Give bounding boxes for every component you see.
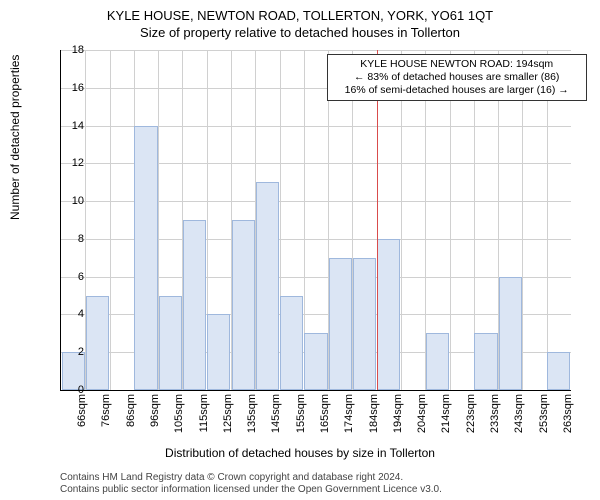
x-tick: 214sqm: [440, 394, 452, 444]
x-tick: 184sqm: [368, 394, 380, 444]
histogram-bar: [134, 126, 157, 390]
gridline-h: [61, 50, 571, 51]
y-tick: 8: [54, 233, 84, 245]
x-tick: 233sqm: [489, 394, 501, 444]
x-tick: 135sqm: [246, 394, 258, 444]
x-tick: 145sqm: [270, 394, 282, 444]
x-axis-label: Distribution of detached houses by size …: [0, 446, 600, 460]
y-tick: 10: [54, 195, 84, 207]
x-tick: 223sqm: [465, 394, 477, 444]
histogram-bar: [329, 258, 352, 390]
y-tick: 12: [54, 157, 84, 169]
x-tick: 115sqm: [198, 394, 210, 444]
y-tick: 18: [54, 44, 84, 56]
x-tick: 204sqm: [416, 394, 428, 444]
x-tick: 165sqm: [319, 394, 331, 444]
y-tick: 4: [54, 308, 84, 320]
x-tick: 174sqm: [343, 394, 355, 444]
histogram-bar: [426, 333, 449, 390]
histogram-bar: [183, 220, 206, 390]
x-tick: 76sqm: [100, 394, 112, 444]
annotation-line2: ← 83% of detached houses are smaller (86…: [334, 71, 580, 84]
footer-line2: Contains public sector information licen…: [60, 484, 442, 496]
footer-line1: Contains HM Land Registry data © Crown c…: [60, 472, 442, 484]
histogram-bar: [232, 220, 255, 390]
annotation-line1: KYLE HOUSE NEWTON ROAD: 194sqm: [334, 58, 580, 71]
histogram-bar: [207, 314, 230, 390]
y-tick: 2: [54, 346, 84, 358]
histogram-bar: [499, 277, 522, 390]
chart-title: KYLE HOUSE, NEWTON ROAD, TOLLERTON, YORK…: [0, 0, 600, 23]
y-tick: 16: [54, 82, 84, 94]
x-tick: 86sqm: [125, 394, 137, 444]
reference-annotation: KYLE HOUSE NEWTON ROAD: 194sqm ← 83% of …: [327, 54, 587, 101]
x-tick: 66sqm: [76, 394, 88, 444]
histogram-bar: [304, 333, 327, 390]
histogram-bar: [474, 333, 497, 390]
x-tick: 155sqm: [295, 394, 307, 444]
histogram-bar: [86, 296, 109, 390]
chart-subtitle: Size of property relative to detached ho…: [0, 23, 600, 40]
histogram-bar: [159, 296, 182, 390]
x-tick: 243sqm: [513, 394, 525, 444]
y-tick: 14: [54, 120, 84, 132]
plot-box: KYLE HOUSE NEWTON ROAD: 194sqm ← 83% of …: [60, 50, 571, 391]
x-tick: 125sqm: [222, 394, 234, 444]
x-tick: 194sqm: [392, 394, 404, 444]
histogram-bar: [256, 182, 279, 390]
y-axis-label: Number of detached properties: [8, 55, 22, 220]
histogram-bar: [377, 239, 400, 390]
histogram-bar: [547, 352, 570, 390]
x-tick: 263sqm: [562, 394, 574, 444]
x-tick: 105sqm: [173, 394, 185, 444]
x-tick: 253sqm: [538, 394, 550, 444]
histogram-bar: [353, 258, 376, 390]
footer-text: Contains HM Land Registry data © Crown c…: [60, 472, 442, 496]
histogram-bar: [280, 296, 303, 390]
gridline-v: [110, 50, 111, 390]
x-tick: 96sqm: [149, 394, 161, 444]
annotation-line3: 16% of semi-detached houses are larger (…: [334, 84, 580, 97]
plot-area: KYLE HOUSE NEWTON ROAD: 194sqm ← 83% of …: [60, 50, 570, 390]
chart-container: KYLE HOUSE, NEWTON ROAD, TOLLERTON, YORK…: [0, 0, 600, 500]
y-tick: 6: [54, 271, 84, 283]
